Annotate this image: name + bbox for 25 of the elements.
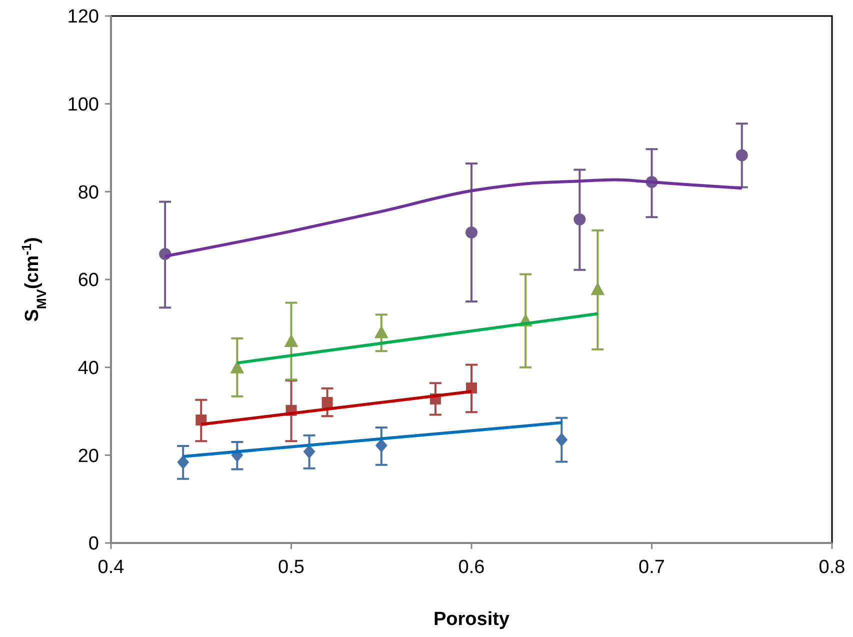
x-axis-title: Porosity — [433, 609, 510, 630]
point — [574, 213, 586, 226]
x-tick-label: 0.7 — [638, 557, 665, 578]
y-tick-label: 20 — [78, 446, 99, 467]
x-tick-label: 0.6 — [458, 557, 485, 578]
x-tick-label: 0.8 — [818, 557, 846, 578]
y-tick-label: 0 — [88, 534, 99, 555]
y-tick-label: 100 — [67, 94, 99, 116]
point — [230, 360, 244, 374]
y-tick-label: 80 — [78, 182, 99, 204]
point — [322, 396, 333, 408]
x-tick-label: 0.5 — [278, 557, 304, 578]
point — [736, 149, 748, 162]
point — [177, 455, 190, 470]
y-tick-label: 120 — [67, 6, 99, 28]
point — [374, 325, 388, 338]
y-tick-label: 40 — [78, 358, 99, 379]
x-tick-label: 0.4 — [98, 557, 125, 578]
point — [284, 334, 298, 347]
point — [466, 226, 478, 239]
y-tick-label: 60 — [78, 270, 99, 292]
point — [375, 438, 388, 453]
point — [590, 282, 605, 296]
point — [303, 444, 316, 459]
point — [556, 432, 568, 447]
